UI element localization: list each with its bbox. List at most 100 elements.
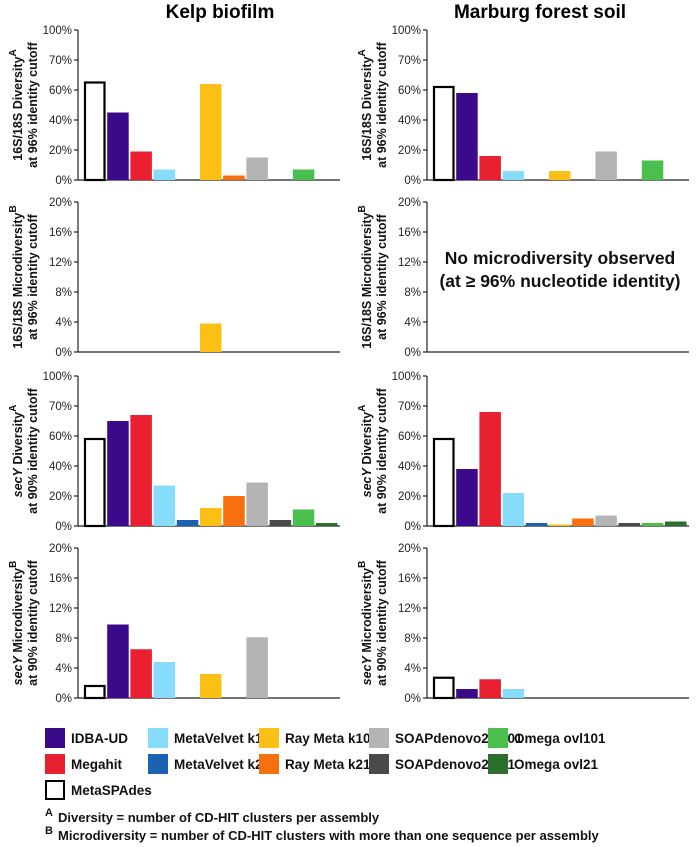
legend-swatch [488, 754, 508, 774]
bar-metaspades [83, 437, 106, 528]
legend-label: Omega ovl21 [514, 757, 599, 772]
bar-soap101 [246, 637, 268, 698]
y-tick-label: 100% [392, 371, 421, 383]
y-tick-label: 100% [43, 371, 72, 383]
bar-mv101 [153, 169, 176, 180]
bar-mv101 [502, 493, 525, 526]
y-tick-label: 70% [49, 401, 72, 413]
bar-ray101 [549, 171, 571, 180]
y-axis-label: secY MicrodiversityB [357, 561, 374, 686]
chart-soil-16s-micro: 0% 4% 8% 12% 16% 20% 16S/18S MicrodiversityBat… [357, 197, 689, 359]
y-tick-label: 12% [398, 603, 421, 615]
legend-item-omega21: Omega ovl21 [488, 754, 599, 774]
y-tick-label: 4% [55, 663, 72, 675]
bar-megahit [479, 412, 501, 526]
y-tick-label: 8% [404, 633, 421, 645]
legend-swatch [45, 780, 65, 800]
bar-ray101 [200, 674, 222, 698]
y-tick-label: 8% [55, 287, 72, 299]
chart-soil-16s-diversity: 0% 20% 40% 60% 70% 100% 16S/18S DiversityA at 9… [357, 25, 689, 187]
legend-swatch [148, 754, 168, 774]
bar-omega101 [292, 169, 315, 180]
bar-ray21 [572, 518, 594, 526]
legend: IDBA-UD MetaVelvet k101 Ray Meta k101 SOAPd… [45, 728, 606, 800]
y-tick-label: 20% [49, 491, 72, 503]
legend-swatch [488, 728, 508, 748]
bar-metaspades [83, 684, 106, 700]
y-axis-label-line2: at 96% identity cutoff [26, 213, 40, 340]
bar-omega101 [292, 509, 315, 526]
y-axis-label-line2: at 90% identity cutoff [26, 387, 40, 514]
legend-item-mv21: MetaVelvet k21 [148, 754, 271, 774]
bar-soap101 [246, 157, 268, 180]
bar-ray21 [223, 496, 245, 526]
y-axis-label: secY DiversityA [8, 405, 25, 498]
y-axis-label-line2: at 96% identity cutoff [375, 41, 389, 168]
y-axis-label-line2: at 90% identity cutoff [375, 559, 389, 686]
y-tick-label: 0% [404, 693, 421, 705]
y-tick-label: 70% [49, 55, 72, 67]
y-tick-label: 12% [49, 603, 72, 615]
legend-label: Ray Meta k101 [285, 731, 379, 746]
bar-mv21 [176, 520, 199, 526]
bar-mv101 [153, 485, 176, 526]
y-tick-label: 60% [49, 85, 72, 97]
chart-kelp-16s-diversity: 0% 20% 40% 60% 70% 100% 16S/18S DiversityA at 9… [8, 25, 340, 187]
chart-kelp-secy-diversity: 0% 20% 40% 60% 70% 100% secY DiversityA at 90% … [8, 371, 340, 533]
legend-item-ray101: Ray Meta k101 [259, 728, 379, 748]
bar-megahit [130, 151, 152, 180]
bar-idba [456, 689, 478, 698]
legend-item-idba: IDBA-UD [45, 728, 128, 748]
column-title-kelp: Kelp biofilm [166, 2, 275, 23]
legend-swatch [45, 754, 65, 774]
y-tick-label: 8% [404, 287, 421, 299]
bar-mv101 [502, 689, 525, 698]
y-tick-label: 100% [392, 25, 421, 37]
bar-mv101 [153, 662, 176, 698]
bar-idba [456, 469, 478, 526]
bar-soap21 [618, 523, 641, 526]
chart-kelp-16s-micro: 0% 4% 8% 12% 16% 20% 16S/18S MicrodiversityBat… [8, 197, 340, 359]
y-tick-label: 70% [398, 401, 421, 413]
bar-idba [107, 112, 129, 180]
y-axis-label: secY DiversityA [357, 405, 374, 498]
legend-item-soap21: SOAPdenovo2 k21 [369, 754, 516, 774]
footnote-text: Diversity = number of CD-HIT clusters pe… [58, 810, 380, 825]
bar-omega101 [641, 523, 664, 526]
legend-swatch [45, 728, 65, 748]
y-axis-label: 16S/18S DiversityA [357, 49, 374, 160]
bar-megahit [479, 156, 501, 180]
legend-swatch [369, 728, 389, 748]
legend-label: Ray Meta k21 [285, 757, 371, 772]
legend-swatch [148, 728, 168, 748]
legend-label: SOAPdenovo2 k21 [395, 757, 516, 772]
bar-soap21 [269, 520, 292, 526]
y-tick-label: 0% [55, 347, 72, 359]
chart-annotation: No microdiversity observed [445, 248, 676, 268]
footnote-mark: A [45, 807, 53, 819]
bar-ray101 [200, 323, 222, 352]
y-tick-label: 20% [49, 543, 72, 555]
y-tick-label: 40% [49, 115, 72, 127]
y-tick-label: 20% [398, 543, 421, 555]
bar-idba [107, 624, 129, 698]
bar-ray101 [200, 84, 222, 180]
y-axis-label-line2: at 96% identity cutoff [375, 213, 389, 340]
bar-idba [456, 93, 478, 180]
chart-annotation: (at ≥ 96% nucleotide identity) [439, 271, 680, 291]
legend-label: MetaVelvet k21 [174, 757, 271, 772]
y-tick-label: 40% [49, 461, 72, 473]
footnote-text: Microdiversity = number of CD-HIT cluste… [58, 828, 599, 843]
y-axis-label-line2: at 90% identity cutoff [375, 387, 389, 514]
footnotes: A Diversity = number of CD-HIT clusters p… [45, 807, 599, 843]
chart-kelp-secy-micro: 0% 4% 8% 12% 16% 20% secY MicrodiversityB at 90… [8, 543, 340, 705]
bar-omega21 [665, 521, 687, 526]
y-axis-label-line2: at 90% identity cutoff [26, 559, 40, 686]
bar-soap101 [595, 515, 617, 526]
y-tick-label: 4% [55, 317, 72, 329]
bar-mv101 [502, 171, 525, 180]
footnote-mark: B [45, 825, 53, 837]
legend-label: Omega ovl101 [514, 731, 606, 746]
y-tick-label: 16% [49, 227, 72, 239]
